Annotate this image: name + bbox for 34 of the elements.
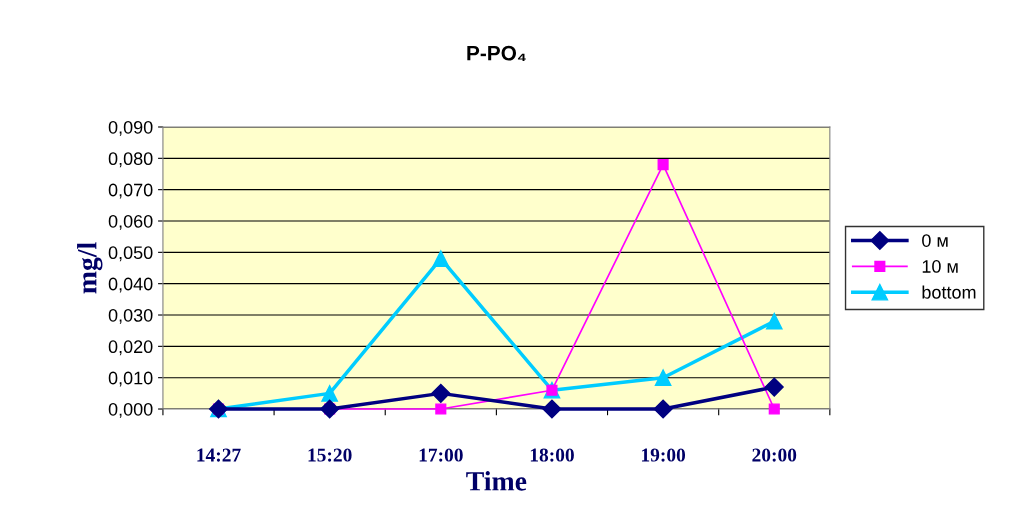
y-tick-label: 0,080 bbox=[108, 152, 153, 168]
x-tick-label: 18:00 bbox=[530, 448, 574, 462]
y-tick-label: 0,050 bbox=[108, 246, 153, 262]
point bbox=[654, 369, 672, 387]
y-tick-label: 0,070 bbox=[108, 183, 153, 199]
legend-label: bottom bbox=[922, 285, 976, 299]
chart-title: P-PO₄ bbox=[467, 45, 526, 61]
y-tick-label: 0,010 bbox=[108, 371, 153, 387]
x-tick-label: 19:00 bbox=[641, 448, 686, 462]
point bbox=[320, 399, 340, 419]
x-axis-title: Time bbox=[466, 471, 527, 491]
legend-label: 10 м bbox=[922, 260, 958, 273]
y-tick-label: 0,060 bbox=[108, 214, 153, 230]
point bbox=[542, 399, 562, 419]
point bbox=[768, 403, 780, 415]
y-tick-label: 0,040 bbox=[108, 277, 153, 293]
point bbox=[435, 403, 447, 415]
point bbox=[765, 312, 783, 330]
point bbox=[657, 159, 669, 171]
x-tick-label: 20:00 bbox=[752, 448, 797, 462]
y-axis-title: mg/l bbox=[77, 242, 103, 294]
point bbox=[321, 385, 338, 402]
y-tick-label: 0,000 bbox=[108, 402, 153, 418]
legend-label: 0 м bbox=[922, 234, 948, 247]
point bbox=[653, 399, 673, 419]
y-tick-label: 0,090 bbox=[108, 120, 153, 136]
point bbox=[764, 377, 784, 397]
x-tick-label: 17:00 bbox=[419, 448, 463, 462]
point bbox=[432, 250, 450, 267]
y-tick-label: 0,030 bbox=[108, 308, 153, 324]
x-tick-label: 14:27 bbox=[197, 448, 241, 462]
y-tick-label: 0,020 bbox=[108, 340, 153, 356]
x-tick-label: 15:20 bbox=[308, 448, 352, 462]
point bbox=[431, 383, 451, 403]
